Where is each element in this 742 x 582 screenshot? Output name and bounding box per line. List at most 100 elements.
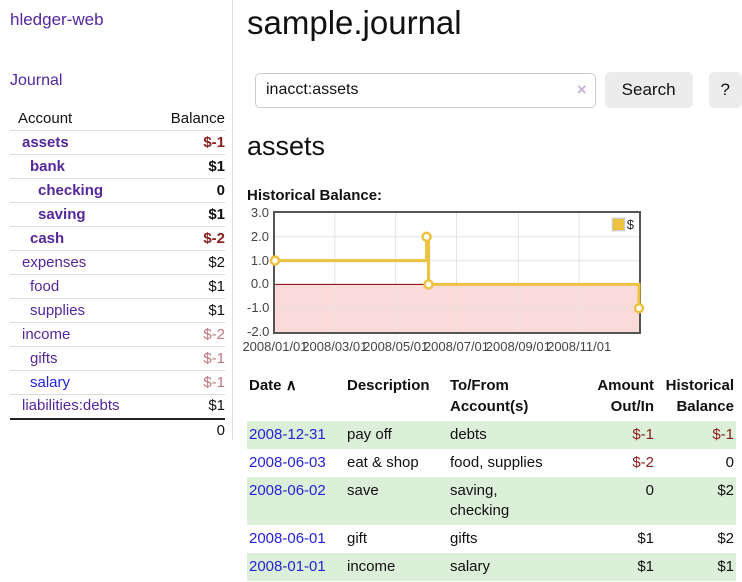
account-balance: $-1: [147, 370, 225, 395]
transaction-accounts: debts: [450, 426, 487, 443]
account-link[interactable]: food: [30, 277, 60, 295]
account-row: liabilities:debts $1: [10, 394, 225, 419]
account-balance: $-2: [147, 226, 225, 251]
app-title: hledger-web: [10, 10, 224, 30]
transaction-balance: $2: [717, 482, 734, 499]
transaction-date-link[interactable]: 2008-01-01: [249, 558, 326, 575]
app-title-link[interactable]: hledger-web: [10, 10, 104, 29]
account-link[interactable]: saving: [38, 205, 86, 223]
account-link[interactable]: salary: [30, 373, 71, 391]
page-title: sample.journal: [247, 4, 462, 41]
transaction-balance: 0: [725, 454, 734, 471]
account-row: checking 0: [10, 178, 225, 203]
account-row: bank $1: [10, 154, 225, 179]
account-link[interactable]: gifts: [30, 349, 58, 367]
chart-legend: $: [609, 216, 636, 233]
account-balance: $-1: [147, 346, 225, 371]
accounts-total-row: 0: [10, 417, 225, 443]
transaction-row: 2008-06-01 gift gifts $1 $2: [247, 525, 736, 553]
account-link[interactable]: income: [22, 325, 71, 343]
transaction-date-link[interactable]: 2008-06-01: [249, 530, 326, 547]
register-header-description[interactable]: Description: [347, 377, 430, 394]
transaction-balance: $2: [717, 530, 734, 547]
account-row: saving $1: [10, 202, 225, 227]
clear-search-icon[interactable]: ×: [576, 79, 587, 99]
legend-swatch-icon: [610, 217, 626, 232]
account-balance: $1: [147, 154, 225, 179]
transaction-row: 2008-06-02 save saving, checking 0 $2: [247, 477, 736, 525]
register-header-amount[interactable]: Amount Out/In: [597, 377, 654, 415]
sidebar-item-journal[interactable]: Journal: [10, 72, 63, 89]
x-tick-label: 2008/03/01: [302, 339, 368, 354]
account-link[interactable]: cash: [30, 229, 65, 247]
sort-ascending-icon: ∧: [285, 377, 297, 394]
transaction-row: 2008-12-31 pay off debts $-1 $-1: [247, 421, 736, 449]
account-balance: $-2: [147, 322, 225, 347]
register-table: Date ∧ Description To/From Account(s) Am…: [247, 373, 736, 581]
main-content: sample.journal × Search ? assets Histori…: [242, 0, 742, 581]
transaction-balance: $-1: [712, 426, 734, 443]
transaction-accounts: food, supplies: [450, 454, 543, 471]
sidebar: hledger-web Journal Account Balance asse…: [0, 0, 233, 443]
transaction-date-link[interactable]: 2008-06-02: [249, 482, 326, 499]
account-balance: $2: [147, 250, 225, 275]
x-tick-label: 2008/09/01: [485, 339, 551, 354]
search-box: ×: [255, 72, 596, 108]
account-row: supplies $1: [10, 298, 225, 323]
search-input[interactable]: [255, 72, 596, 108]
account-balance: 0: [147, 178, 225, 203]
y-tick-label: -2.0: [247, 324, 270, 339]
transaction-balance: $1: [717, 558, 734, 575]
register-header-row: Date ∧ Description To/From Account(s) Am…: [247, 373, 736, 421]
transaction-description: income: [347, 558, 396, 575]
transaction-accounts: saving, checking: [450, 482, 510, 519]
y-tick-label: 1.0: [250, 252, 269, 268]
transaction-amount: 0: [645, 482, 654, 499]
accounts-header-account: Account: [18, 110, 73, 127]
chart-plot-area: $: [269, 211, 645, 334]
y-tick-label: -1.0: [247, 300, 270, 316]
accounts-header-balance: Balance: [170, 110, 225, 127]
help-button[interactable]: ?: [708, 72, 742, 108]
transaction-description: gift: [347, 530, 368, 547]
x-tick-label: 2008/07/01: [423, 339, 490, 354]
transaction-date-link[interactable]: 2008-06-03: [249, 454, 326, 471]
chart-canvas: [269, 213, 645, 332]
transaction-description: eat & shop: [347, 454, 419, 471]
account-row: assets $-1: [10, 130, 225, 155]
accounts-total: 0: [147, 417, 225, 443]
account-row: cash $-2: [10, 226, 225, 251]
y-tick-label: 2.0: [250, 228, 269, 244]
account-row: gifts $-1: [10, 346, 225, 371]
register-header-date[interactable]: Date ∧: [249, 377, 297, 394]
transaction-description: pay off: [347, 426, 392, 443]
transaction-accounts: salary: [450, 558, 491, 575]
account-link[interactable]: checking: [38, 181, 104, 199]
search-button[interactable]: Search: [604, 72, 693, 108]
x-tick-label: 2008/01/01: [242, 339, 308, 354]
account-link[interactable]: liabilities:debts: [22, 397, 120, 415]
search-bar: × Search ?: [255, 72, 742, 108]
x-tick-label: 2008/05/01: [363, 339, 429, 354]
transaction-amount: $1: [637, 530, 654, 547]
account-link[interactable]: expenses: [22, 253, 87, 271]
transaction-row: 2008-06-03 eat & shop food, supplies $-2 0: [247, 449, 736, 477]
transaction-accounts: gifts: [450, 530, 478, 547]
register-header-balance[interactable]: Historical Balance: [665, 377, 734, 415]
legend-label: $: [626, 217, 634, 232]
transaction-date-link[interactable]: 2008-12-31: [249, 426, 326, 443]
account-balance: $1: [147, 202, 225, 227]
historical-balance-chart: 3.0 2.0 1.0 0.0 -1.0 -2.0 $ 2008/01/01 2008/03…: [242, 205, 742, 357]
account-row: income $-2: [10, 322, 225, 347]
account-row: expenses $2: [10, 250, 225, 275]
chart-heading: Historical Balance:: [247, 187, 383, 204]
register-header-accounts[interactable]: To/From Account(s): [450, 377, 529, 415]
account-link[interactable]: bank: [30, 157, 66, 175]
account-link[interactable]: assets: [22, 133, 69, 151]
account-link[interactable]: supplies: [30, 301, 86, 319]
transaction-amount: $-1: [632, 426, 654, 443]
account-balance: $-1: [147, 130, 225, 155]
account-row: food $1: [10, 274, 225, 299]
account-balance: $1: [147, 274, 225, 299]
transaction-amount: $1: [637, 558, 654, 575]
